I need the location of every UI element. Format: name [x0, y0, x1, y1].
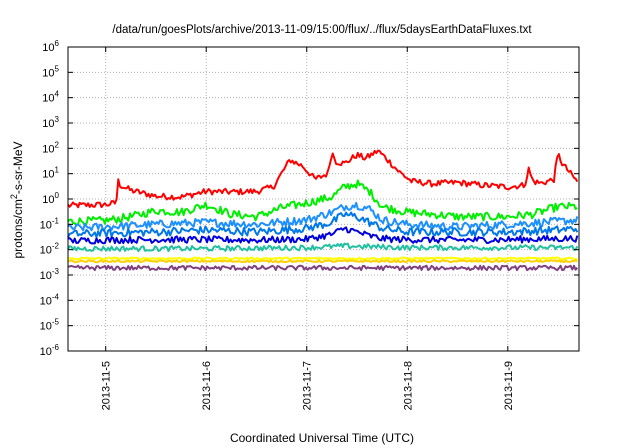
y-tick-label: 105 — [42, 64, 59, 79]
y-tick-label: 10-5 — [40, 318, 60, 333]
y-tick-label: 10-2 — [40, 242, 60, 257]
x-tick-label: 2013-11-8 — [402, 361, 414, 410]
series-line-4 — [67, 211, 579, 239]
y-tick-exponent: 6 — [55, 39, 60, 48]
y-tick-exponent: -6 — [52, 343, 60, 352]
axes — [67, 46, 580, 352]
y-tick-label: 101 — [42, 166, 59, 181]
y-tick-labels: 10-610-510-410-310-210-11001011021031041… — [40, 39, 60, 358]
plot-frame — [67, 46, 580, 352]
y-tick-base: 10 — [42, 194, 54, 206]
y-tick-exponent: -4 — [52, 292, 60, 301]
series-group — [67, 149, 579, 272]
x-tick-label: 2013-11-9 — [503, 361, 515, 410]
y-tick-base: 10 — [40, 270, 52, 282]
y-tick-exponent: 0 — [55, 191, 60, 200]
y-axis-label: protons/cm2-s-sr-MeV — [9, 141, 25, 258]
x-axis-label: Coordinated Universal Time (UTC) — [230, 431, 414, 445]
y-tick-exponent: 5 — [55, 64, 60, 73]
series-line-3 — [67, 201, 579, 232]
y-tick-base: 10 — [42, 93, 54, 105]
y-tick-base: 10 — [40, 295, 52, 307]
y-axis-label-sup: 2 — [9, 194, 19, 199]
y-axis-label-suffix: -s-sr-MeV — [11, 141, 25, 194]
y-tick-base: 10 — [42, 143, 54, 155]
series-line-5 — [67, 226, 579, 245]
y-tick-base: 10 — [42, 169, 54, 181]
chart-title: /data/run/goesPlots/archive/2013-11-09/1… — [112, 24, 532, 36]
y-tick-exponent: -5 — [52, 318, 60, 327]
series-line-8 — [67, 259, 578, 264]
y-tick-exponent: -2 — [52, 242, 60, 251]
series-line-9 — [67, 264, 579, 272]
series-line-6 — [67, 242, 579, 253]
y-tick-label: 102 — [42, 140, 59, 155]
y-tick-base: 10 — [42, 42, 54, 54]
y-tick-base: 10 — [42, 118, 54, 130]
y-tick-exponent: 1 — [55, 166, 60, 175]
y-tick-label: 10-1 — [40, 216, 60, 231]
y-tick-label: 106 — [42, 39, 59, 54]
y-tick-exponent: 4 — [55, 90, 60, 99]
y-tick-exponent: -1 — [52, 216, 60, 225]
y-tick-exponent: 3 — [55, 115, 60, 124]
y-tick-label: 100 — [42, 191, 59, 206]
series-line-2 — [67, 179, 578, 227]
y-tick-base: 10 — [40, 321, 52, 333]
series-line-7 — [67, 256, 578, 261]
y-tick-label: 10-6 — [40, 343, 60, 358]
y-tick-base: 10 — [40, 219, 52, 231]
y-tick-label: 103 — [42, 115, 59, 130]
x-tick-labels: 2013-11-5 2013-11-6 2013-11-7 2013-11-8 2013… — [101, 361, 515, 410]
y-tick-label: 10-3 — [40, 267, 60, 282]
y-tick-exponent: 2 — [55, 140, 60, 149]
y-tick-base: 10 — [40, 346, 52, 358]
x-tick-label: 2013-11-6 — [201, 361, 213, 410]
y-tick-label: 104 — [42, 90, 59, 105]
y-tick-base: 10 — [40, 245, 52, 257]
x-tick-label: 2013-11-5 — [101, 361, 113, 410]
series-line-1 — [67, 149, 579, 209]
y-tick-base: 10 — [42, 67, 54, 79]
y-tick-exponent: -3 — [52, 267, 60, 276]
x-tick-label: 2013-11-7 — [302, 361, 314, 410]
y-axis-label-prefix: protons/cm — [11, 199, 25, 258]
y-tick-label: 10-4 — [40, 292, 60, 307]
